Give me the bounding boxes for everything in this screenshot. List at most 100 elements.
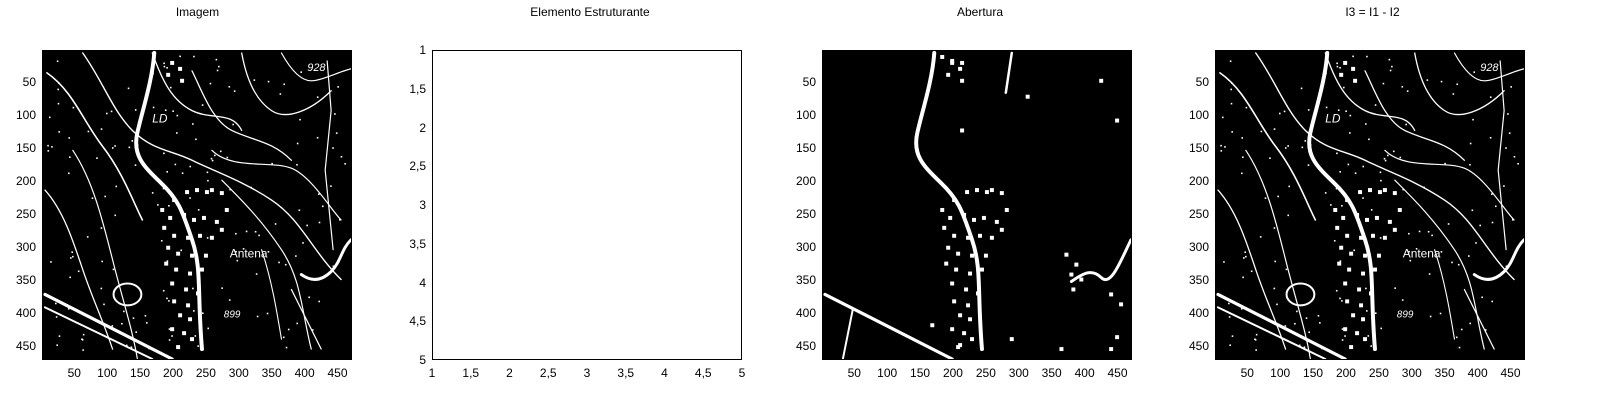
map-speck — [160, 239, 163, 242]
image-plot — [823, 51, 1131, 359]
contour-line — [1384, 149, 1515, 221]
y-tick-label: 4 — [419, 275, 426, 290]
map-speck — [57, 88, 59, 91]
map-speck — [1472, 118, 1474, 121]
house-marker — [1365, 217, 1370, 222]
map-speck — [1401, 299, 1404, 301]
contour-line — [1434, 249, 1455, 340]
house-marker — [940, 54, 945, 59]
map-speck — [51, 146, 53, 148]
map-speck — [285, 346, 288, 349]
map-speck — [1382, 82, 1385, 85]
house-marker — [968, 271, 973, 276]
x-tick-label: 50 — [1240, 366, 1254, 380]
house-marker — [950, 58, 955, 63]
map-speck — [233, 90, 236, 92]
map-speck — [296, 322, 299, 325]
house-marker — [182, 212, 187, 217]
map-speck — [105, 112, 108, 115]
map-speck — [1352, 55, 1354, 58]
map-speck — [132, 317, 135, 319]
map-speck — [69, 156, 71, 159]
map-speck — [1294, 322, 1296, 325]
map-speck — [127, 87, 130, 90]
map-speck — [1505, 147, 1507, 149]
map-speck — [1223, 261, 1225, 263]
map-speck — [1494, 205, 1497, 208]
map-speck — [1384, 159, 1387, 162]
map-speck — [279, 93, 282, 95]
house-marker — [184, 287, 189, 292]
house-marker — [170, 327, 175, 332]
map-speck — [1440, 251, 1443, 253]
map-speck — [168, 205, 170, 207]
house-marker — [1361, 317, 1366, 322]
house-marker — [968, 317, 973, 322]
map-speck — [1458, 346, 1461, 349]
map-speck — [1284, 147, 1287, 149]
house-marker — [1369, 291, 1373, 296]
contour-line — [280, 52, 351, 82]
highway — [841, 308, 854, 359]
map-speck — [1402, 188, 1404, 191]
house-marker — [1333, 207, 1338, 212]
map-speck — [172, 110, 174, 113]
house-marker — [950, 327, 955, 332]
map-speck — [179, 55, 181, 58]
map-speck — [1511, 219, 1514, 221]
y-tick-label: 50 — [802, 75, 816, 90]
y-tick-label: 350 — [1188, 272, 1209, 287]
panel-elemento-estruturante: Elemento Estruturante 1 1,5 2 2,5 3 3,5 4 4,5 5 1… — [395, 0, 785, 415]
house-marker — [188, 271, 193, 276]
y-tick-label: 150 — [795, 141, 816, 156]
house-marker — [946, 245, 951, 250]
house-marker — [1370, 233, 1375, 238]
map-speck — [1335, 187, 1338, 190]
map-speck — [70, 257, 72, 259]
map-speck — [72, 255, 74, 258]
house-marker — [172, 233, 177, 238]
x-tick-label: 250 — [1368, 366, 1389, 380]
map-speck — [1489, 96, 1492, 98]
chart-title: Imagem — [175, 5, 220, 19]
house-marker — [960, 60, 965, 65]
map-speck — [57, 102, 60, 105]
x-tick-label: 350 — [1041, 366, 1062, 380]
map-speck — [1469, 142, 1472, 145]
map-speck — [1339, 260, 1342, 262]
map-speck — [123, 310, 125, 313]
structuring-element-axes — [432, 50, 742, 360]
axis-ticks: 50 100 150 200 250 300 350 400 450 50 100 150 200 250… — [796, 50, 1132, 380]
house-marker — [1339, 72, 1344, 77]
map-speck — [1229, 344, 1232, 346]
house-marker — [940, 207, 945, 212]
map-speck — [1366, 310, 1368, 312]
map-speck — [82, 349, 84, 351]
house-marker — [219, 227, 224, 232]
x-tick-label: 400 — [1467, 366, 1488, 380]
contour-line — [1255, 52, 1515, 281]
map-speck — [166, 297, 168, 300]
contour-line — [261, 249, 282, 340]
y-tick-label: 2,5 — [409, 159, 426, 174]
stream — [1472, 238, 1524, 281]
map-speck — [1319, 322, 1321, 324]
map-speck — [1456, 83, 1459, 86]
map-speck — [1484, 329, 1487, 331]
map-speck — [1336, 152, 1338, 155]
panel-abertura: Abertura 50 100 150 200 250 300 350 400 450 50 100… — [785, 0, 1175, 415]
map-speck — [47, 144, 49, 147]
map-speck — [271, 162, 273, 165]
map-speck — [111, 325, 114, 327]
y-tick-label: 2 — [419, 120, 426, 135]
house-marker — [948, 215, 953, 220]
map-speck — [278, 261, 280, 264]
opening-axes — [822, 50, 1132, 360]
map-speck — [1231, 131, 1233, 133]
house-marker — [972, 217, 977, 222]
map-speck — [1242, 276, 1244, 279]
house-marker — [999, 227, 1004, 232]
contour-line — [1463, 288, 1495, 350]
map-speck — [308, 296, 310, 299]
x-tick-label: 1,5 — [462, 366, 480, 380]
